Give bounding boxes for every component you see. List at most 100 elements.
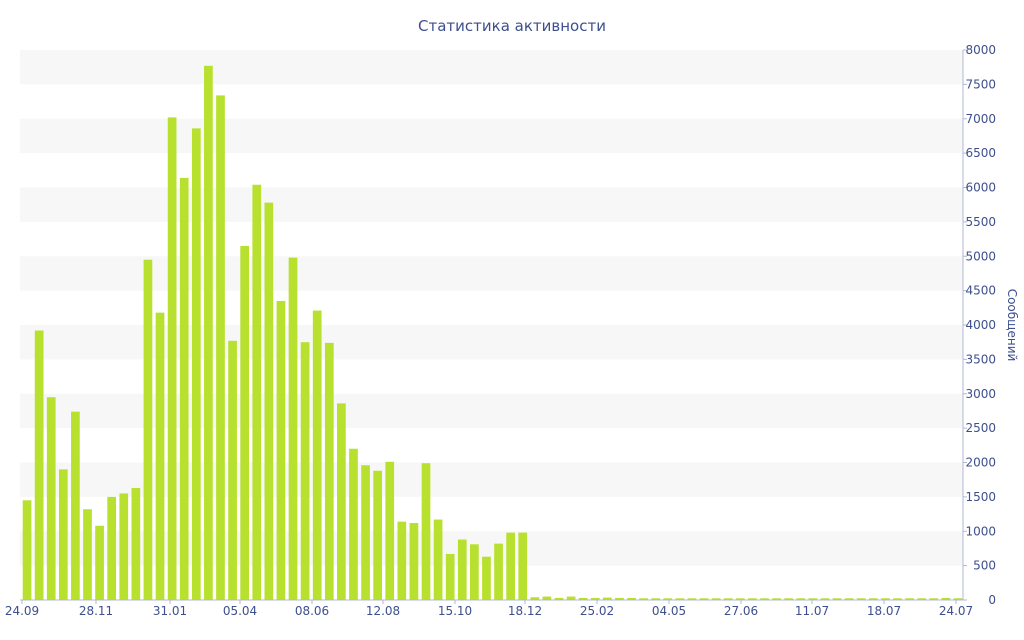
grid-band — [20, 325, 963, 360]
bar[interactable] — [46, 397, 56, 600]
bar[interactable] — [675, 598, 685, 600]
x-tick-label: 27.06 — [724, 604, 758, 618]
bar[interactable] — [530, 597, 540, 600]
y-tick-label: 8000 — [965, 43, 996, 57]
bar[interactable] — [542, 596, 552, 600]
x-tick-label: 28.11 — [79, 604, 113, 618]
grid-band — [20, 256, 963, 291]
grid-band — [20, 50, 963, 85]
bar[interactable] — [155, 312, 165, 601]
bar[interactable] — [107, 496, 117, 601]
bar[interactable] — [204, 65, 213, 600]
bar[interactable] — [421, 463, 431, 600]
bar[interactable] — [687, 598, 697, 600]
bar[interactable] — [240, 245, 250, 600]
bar[interactable] — [735, 598, 745, 600]
bar[interactable] — [22, 500, 32, 600]
bar[interactable] — [470, 544, 479, 600]
y-tick-label: 3500 — [965, 352, 996, 366]
bar[interactable] — [361, 465, 370, 600]
bar[interactable] — [723, 598, 733, 600]
bar[interactable] — [953, 598, 963, 600]
bar[interactable] — [905, 598, 914, 600]
y-tick-label: 1500 — [965, 490, 996, 504]
bar[interactable] — [324, 342, 334, 601]
bar[interactable] — [941, 597, 951, 600]
bar[interactable] — [651, 598, 661, 600]
bar[interactable] — [457, 539, 467, 601]
bar[interactable] — [143, 259, 153, 600]
bar[interactable] — [518, 532, 528, 601]
bar[interactable] — [784, 598, 794, 600]
bar[interactable] — [590, 597, 600, 600]
bar[interactable] — [191, 128, 201, 601]
bar[interactable] — [748, 598, 757, 600]
bar[interactable] — [578, 597, 588, 600]
bar[interactable] — [131, 487, 141, 600]
bar[interactable] — [868, 598, 878, 600]
bar[interactable] — [772, 598, 781, 600]
bar[interactable] — [760, 598, 769, 600]
bar[interactable] — [71, 411, 80, 601]
bar[interactable] — [929, 598, 939, 600]
bar[interactable] — [881, 598, 890, 600]
y-tick-label: 7500 — [965, 77, 996, 91]
chart-title: Статистика активности — [418, 17, 606, 35]
bar[interactable] — [373, 470, 382, 600]
y-tick-label: 1000 — [965, 524, 996, 538]
bar[interactable] — [179, 177, 189, 601]
bar[interactable] — [482, 556, 491, 600]
bar[interactable] — [627, 597, 636, 600]
grid-band — [20, 393, 963, 429]
y-tick-label: 6000 — [965, 181, 996, 195]
bar[interactable] — [711, 598, 721, 600]
bar[interactable] — [312, 310, 322, 600]
x-tick-label: 31.01 — [153, 604, 187, 618]
bar[interactable] — [615, 597, 624, 600]
bar[interactable] — [167, 117, 177, 600]
bar[interactable] — [445, 553, 455, 600]
bar[interactable] — [796, 598, 806, 600]
bar[interactable] — [506, 532, 515, 601]
bar[interactable] — [252, 184, 262, 600]
x-tick-label: 25.02 — [580, 604, 614, 618]
bar[interactable] — [494, 543, 503, 601]
bar[interactable] — [58, 469, 68, 601]
bar[interactable] — [409, 523, 419, 600]
bar[interactable] — [228, 340, 237, 600]
bar[interactable] — [337, 403, 346, 601]
y-tick-label: 4500 — [965, 284, 996, 298]
bar[interactable] — [34, 330, 44, 601]
bar[interactable] — [83, 509, 92, 600]
bar[interactable] — [639, 598, 648, 600]
bar[interactable] — [699, 598, 709, 600]
grid-bands — [20, 50, 963, 566]
bar[interactable] — [300, 342, 310, 600]
bar[interactable] — [385, 461, 395, 600]
x-tick-label: 18.12 — [508, 604, 542, 618]
bar[interactable] — [566, 596, 576, 600]
bar[interactable] — [349, 448, 358, 600]
x-tick-label: 24.07 — [939, 604, 973, 618]
bar[interactable] — [119, 493, 129, 600]
bar[interactable] — [95, 525, 104, 600]
bar[interactable] — [820, 598, 830, 600]
bar[interactable] — [808, 598, 818, 600]
bar[interactable] — [264, 202, 274, 601]
bar[interactable] — [554, 597, 564, 600]
bar[interactable] — [844, 598, 854, 600]
bar[interactable] — [433, 519, 443, 600]
bar[interactable] — [288, 257, 298, 600]
bar[interactable] — [893, 598, 902, 600]
bar[interactable] — [397, 521, 407, 601]
bar[interactable] — [832, 598, 842, 600]
bar[interactable] — [856, 598, 866, 600]
bar[interactable] — [276, 300, 286, 600]
bar[interactable] — [663, 598, 673, 600]
bar[interactable] — [603, 597, 612, 600]
bar[interactable] — [216, 95, 225, 601]
bar[interactable] — [917, 598, 927, 600]
y-tick-label: 6500 — [965, 146, 996, 160]
y-tick-label: 0 — [988, 593, 996, 607]
x-tick-label: 11.07 — [795, 604, 829, 618]
